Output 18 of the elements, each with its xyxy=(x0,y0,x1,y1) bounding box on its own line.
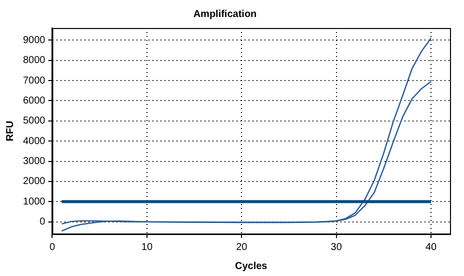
x-tick-label: 10 xyxy=(141,242,153,253)
chart-title: Amplification xyxy=(193,8,257,20)
x-tick-label: 0 xyxy=(49,242,56,253)
y-tick-label: 5000 xyxy=(22,116,46,127)
y-tick-label: 3000 xyxy=(22,156,46,168)
x-tick-label: 30 xyxy=(330,242,342,253)
y-tick-label: 4000 xyxy=(22,136,46,147)
x-tick-label: 20 xyxy=(236,242,248,253)
y-tick-label: 8000 xyxy=(22,55,46,66)
x-axis-title: Cycles xyxy=(235,260,268,272)
y-tick-label: 2000 xyxy=(22,176,46,188)
y-tick-label: 0 xyxy=(40,216,46,228)
x-tick-label: 40 xyxy=(425,242,438,253)
y-tick-label: 1000 xyxy=(22,196,46,208)
y-axis-title: RFU xyxy=(4,120,16,142)
y-tick-label: 9000 xyxy=(22,34,46,46)
y-tick-label: 6000 xyxy=(22,95,46,106)
y-tick-label: 7000 xyxy=(22,75,46,86)
